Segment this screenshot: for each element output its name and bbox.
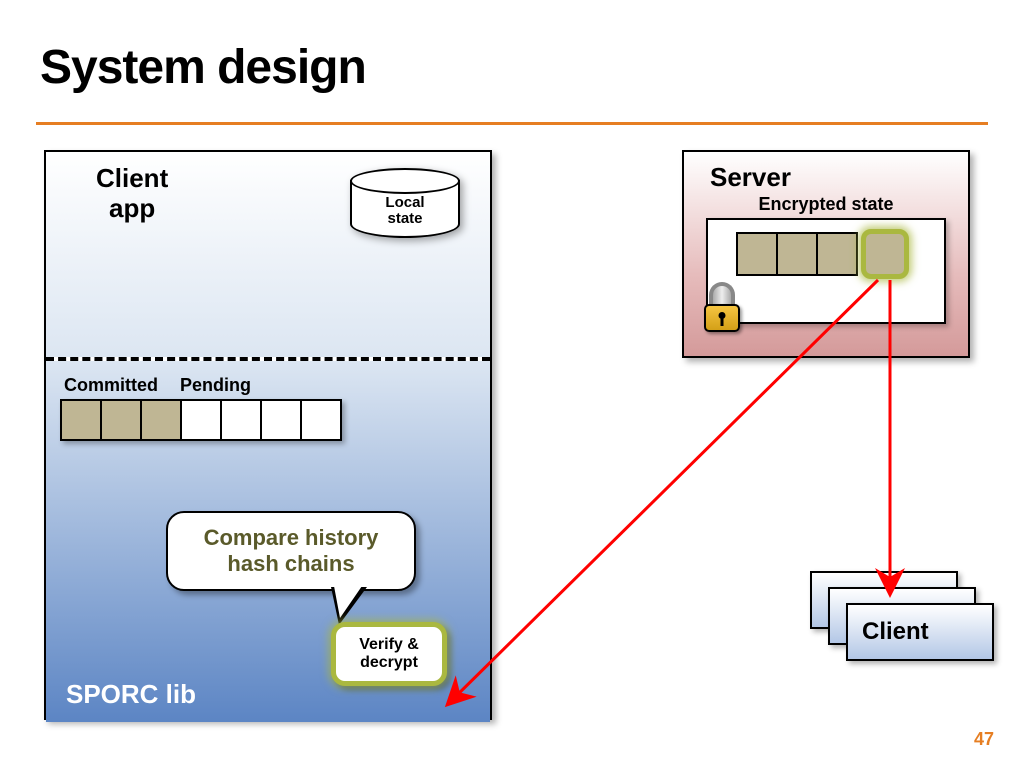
client-cell xyxy=(180,399,222,441)
sporc-lib-label: SPORC lib xyxy=(66,679,196,710)
server-cell xyxy=(776,232,818,276)
encrypted-state-box xyxy=(706,218,946,324)
client-upper: Clientapp Localstate xyxy=(46,152,490,357)
client-cell xyxy=(100,399,142,441)
server-cell xyxy=(736,232,778,276)
server-cell xyxy=(816,232,858,276)
title-underline xyxy=(36,122,988,125)
server-cell xyxy=(861,229,909,279)
lock-icon xyxy=(702,282,742,330)
verify-decrypt-box: Verify &decrypt xyxy=(331,622,447,686)
client-app-label: Clientapp xyxy=(96,164,168,224)
encrypted-state-label: Encrypted state xyxy=(684,194,968,215)
client-lower: Committed Pending Compare historyhash ch… xyxy=(46,361,490,722)
pending-label: Pending xyxy=(180,375,251,396)
client-card-front: Client xyxy=(846,603,994,661)
server-label: Server xyxy=(710,162,791,193)
page-number: 47 xyxy=(974,729,994,750)
server-panel: Server Encrypted state xyxy=(682,150,970,358)
client-cell xyxy=(140,399,182,441)
client-panel: Clientapp Localstate Committed Pending C… xyxy=(44,150,492,720)
speech-bubble: Compare historyhash chains xyxy=(166,511,416,591)
cylinder-label: Localstate xyxy=(385,195,424,228)
client-cell xyxy=(260,399,302,441)
committed-label: Committed xyxy=(64,375,158,396)
client-cell xyxy=(300,399,342,441)
client-cell xyxy=(220,399,262,441)
slide-title: System design xyxy=(40,40,366,95)
client-cell-row xyxy=(60,399,342,441)
server-cell-row xyxy=(736,232,909,279)
local-state-cylinder: Localstate xyxy=(350,168,460,246)
client-cell xyxy=(60,399,102,441)
